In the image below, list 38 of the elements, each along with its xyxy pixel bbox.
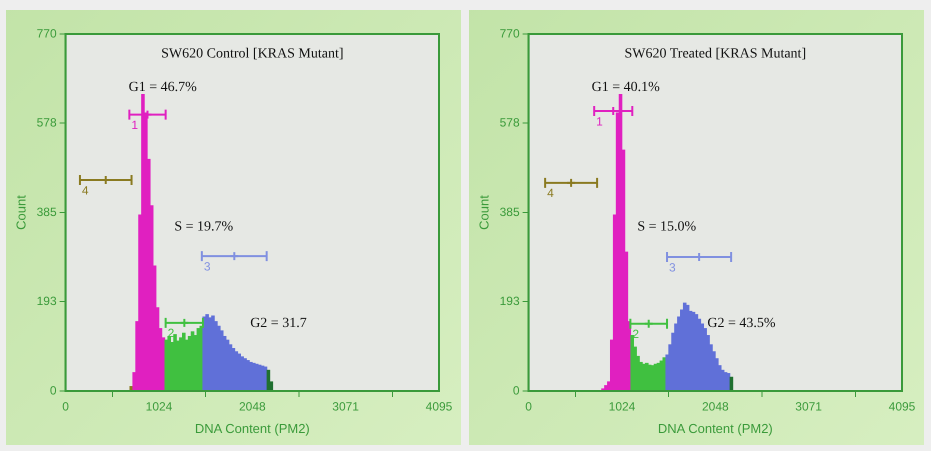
- y-tick-label: 385: [500, 204, 520, 219]
- y-axis-title: Count: [13, 194, 28, 230]
- y-tick-label: 578: [500, 115, 520, 130]
- x-tick-label: 0: [525, 400, 532, 414]
- annotation: G1 = 40.1%: [592, 80, 660, 96]
- y-axis-title: Count: [476, 194, 492, 230]
- series-label: 3: [204, 259, 211, 274]
- x-tick-label: 1024: [608, 400, 636, 414]
- annotation: G2 = 31.7: [250, 316, 307, 331]
- series-label: 4: [82, 183, 89, 198]
- x-tick-label: 3071: [332, 400, 360, 414]
- x-tick-label: 0: [62, 400, 70, 414]
- annotation: S = 15.0%: [637, 219, 697, 234]
- x-axis-title: DNA Content (PM2): [194, 420, 310, 436]
- x-tick-label: 4095: [426, 400, 453, 414]
- annotation: G1 = 46.7%: [128, 80, 198, 96]
- annotation: S = 19.7%: [174, 219, 234, 234]
- y-tick-label: 770: [36, 26, 57, 40]
- text: SW620 Control [KRAS Mutant]: [161, 46, 344, 62]
- y-tick-label: 385: [36, 204, 57, 219]
- x-tick-label: 2048: [239, 400, 266, 414]
- x-tick-label: 3071: [795, 400, 822, 414]
- series-label: 1: [596, 114, 604, 128]
- x-tick-label: 1024: [146, 400, 173, 414]
- y-tick-label: 0: [512, 383, 520, 398]
- series-label: 3: [669, 260, 676, 274]
- series-label: 4: [547, 186, 554, 200]
- y-tick-label: 770: [500, 26, 520, 40]
- y-tick-label: 578: [36, 115, 57, 130]
- y-tick-label: 193: [36, 294, 57, 308]
- text: SW620 Treated [KRAS Mutant]: [624, 46, 806, 62]
- x-tick-label: 2048: [702, 400, 730, 414]
- annotation: G2 = 43.5%: [707, 316, 776, 331]
- x-axis-title: DNA Content (PM2): [658, 420, 773, 436]
- x-tick-label: 4095: [888, 400, 916, 414]
- y-tick-label: 193: [500, 294, 520, 308]
- y-tick-label: 0: [50, 383, 57, 398]
- series-label: 1: [131, 118, 138, 132]
